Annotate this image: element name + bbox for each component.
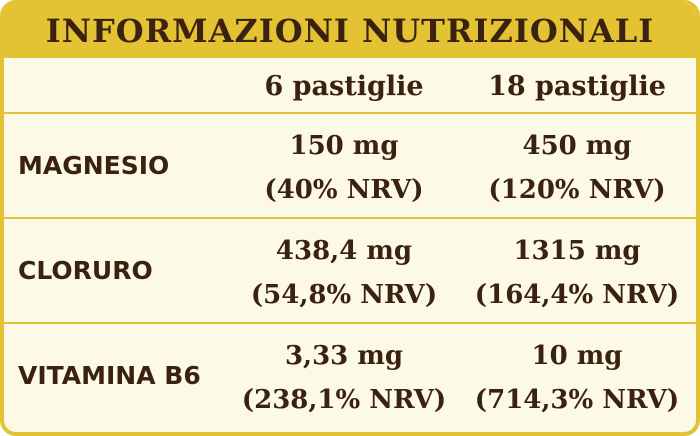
- row-divider: [4, 217, 696, 219]
- value-cell: 150 mg (40% NRV): [229, 120, 459, 216]
- row-divider: [4, 322, 696, 324]
- table-row-vitamina-b6: VITAMINA B6 3,33 mg (238,1% NRV) 10 mg (…: [4, 324, 696, 426]
- value-cell: 438,4 mg (54,8% NRV): [229, 225, 459, 321]
- title-bar: INFORMAZIONI NUTRIZIONALI: [4, 4, 696, 58]
- amount-value: 438,4 mg: [275, 236, 413, 266]
- amount-value: 150 mg: [289, 131, 399, 161]
- row-divider: [4, 112, 696, 114]
- nrv-value: (164,4% NRV): [474, 280, 680, 310]
- value-cell: 1315 mg (164,4% NRV): [459, 225, 695, 321]
- value-cell: 10 mg (714,3% NRV): [459, 330, 695, 426]
- value-cell: 3,33 mg (238,1% NRV): [229, 330, 459, 426]
- row-label: VITAMINA B6: [18, 360, 201, 390]
- amount-value: 10 mg: [531, 341, 623, 371]
- nrv-value: (714,3% NRV): [474, 385, 680, 415]
- nrv-value: (120% NRV): [488, 175, 666, 205]
- nrv-value: (54,8% NRV): [250, 280, 438, 310]
- amount-value: 450 mg: [522, 131, 632, 161]
- nrv-value: (238,1% NRV): [241, 385, 447, 415]
- column-header-6-tablets: 6 pastiglie: [264, 70, 424, 102]
- amount-value: 3,33 mg: [284, 341, 404, 371]
- value-cell: 450 mg (120% NRV): [459, 120, 695, 216]
- nrv-value: (40% NRV): [264, 175, 424, 205]
- table-row-cloruro: CLORURO 438,4 mg (54,8% NRV) 1315 mg (16…: [4, 219, 696, 321]
- row-label: MAGNESIO: [18, 150, 170, 180]
- column-header-18-tablets: 18 pastiglie: [488, 70, 666, 102]
- row-label: CLORURO: [18, 255, 153, 285]
- panel-title: INFORMAZIONI NUTRIZIONALI: [45, 12, 655, 50]
- amount-value: 1315 mg: [513, 236, 641, 266]
- table-row-magnesio: MAGNESIO 150 mg (40% NRV) 450 mg (120% N…: [4, 114, 696, 216]
